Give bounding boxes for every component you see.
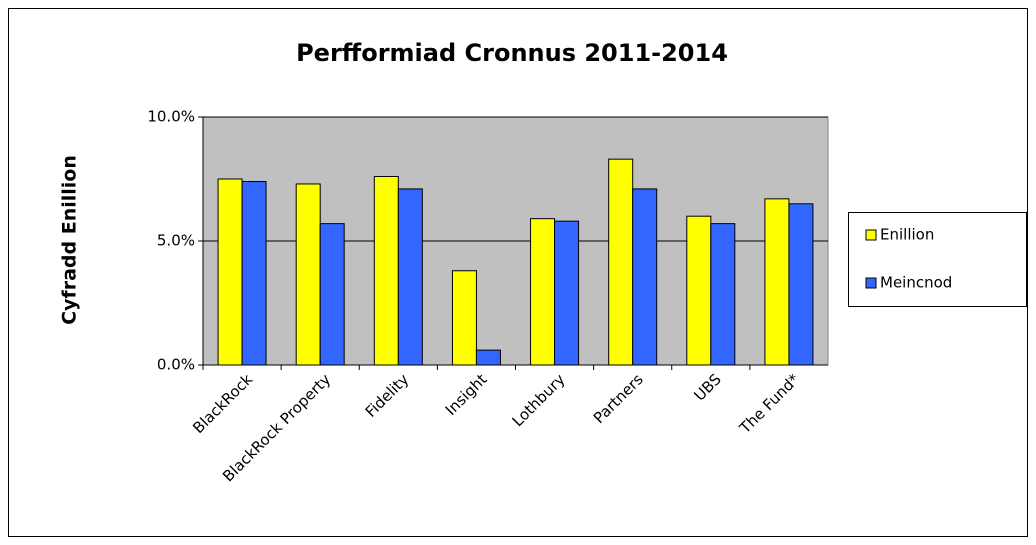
bar [451, 270, 477, 366]
chart-title: Perfformiad Cronnus 2011-2014 [296, 39, 728, 67]
bar [530, 218, 556, 366]
bar [217, 178, 243, 366]
bar [632, 188, 658, 366]
y-axis-label: Cyfradd Enillion [59, 155, 81, 325]
legend-swatch [865, 229, 877, 241]
bar [241, 180, 267, 366]
legend-swatch [865, 277, 877, 289]
bar [373, 176, 399, 366]
bar [764, 198, 790, 366]
bar [788, 203, 814, 366]
y-tick-label: 10.0% [147, 108, 195, 126]
bar [397, 188, 423, 366]
y-tick-label: 0.0% [157, 356, 195, 374]
legend-box [848, 212, 1027, 307]
bar [475, 349, 501, 366]
y-tick-label: 5.0% [157, 232, 195, 250]
bar [686, 215, 712, 366]
bar [295, 183, 321, 366]
bar [319, 223, 345, 366]
legend-label: Meincnod [880, 274, 952, 292]
bar [554, 220, 580, 366]
bar [608, 158, 634, 366]
legend-label: Enillion [880, 226, 934, 244]
bar [710, 223, 736, 366]
